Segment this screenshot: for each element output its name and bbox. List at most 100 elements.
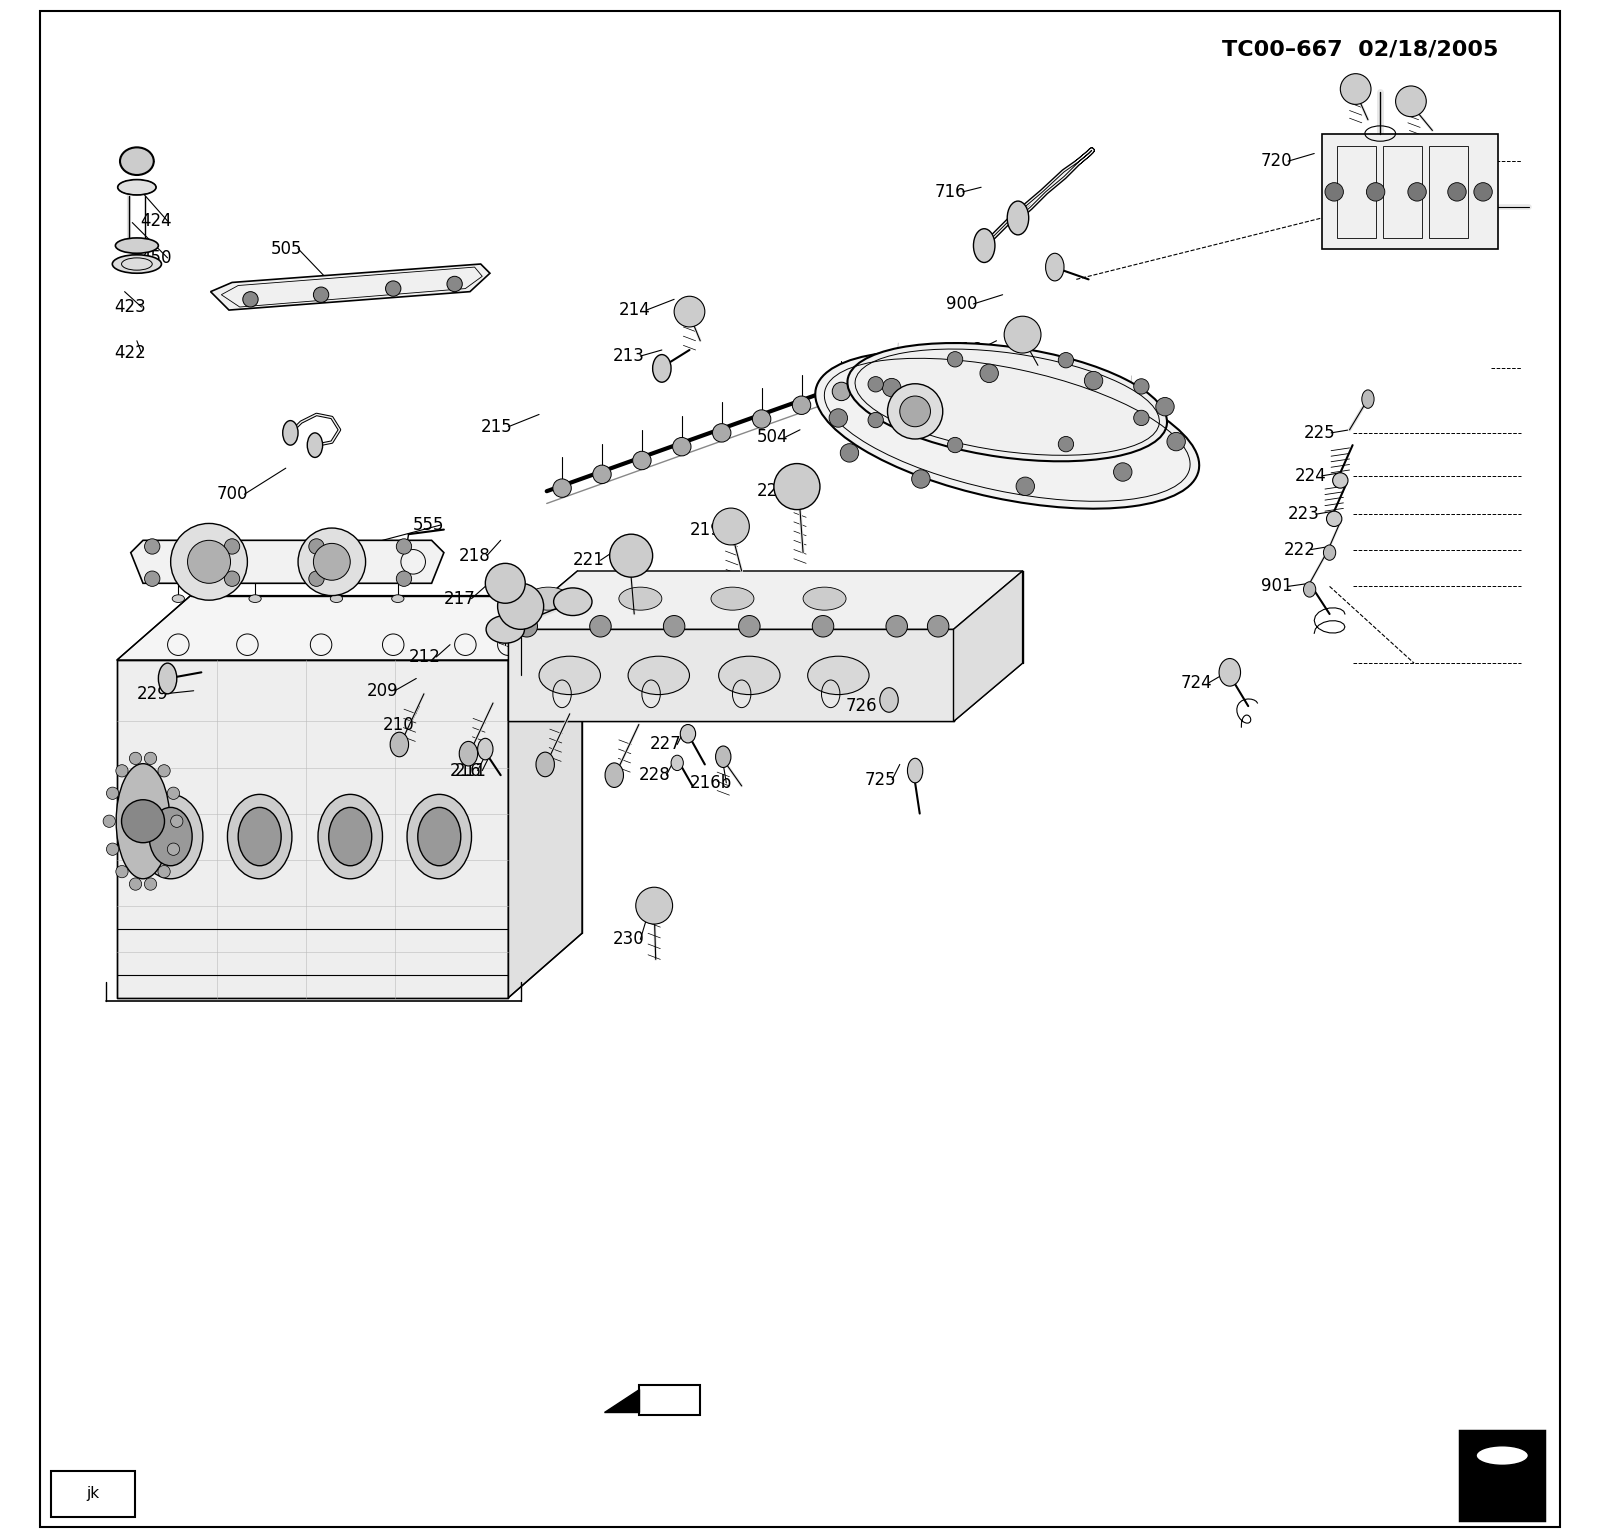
Ellipse shape: [1362, 390, 1374, 408]
Ellipse shape: [680, 725, 696, 743]
Circle shape: [774, 464, 819, 510]
Ellipse shape: [1008, 201, 1029, 235]
Circle shape: [1085, 371, 1102, 390]
Ellipse shape: [115, 238, 158, 253]
Polygon shape: [211, 264, 490, 310]
Circle shape: [386, 281, 402, 296]
Ellipse shape: [554, 588, 592, 616]
Polygon shape: [954, 571, 1022, 721]
Circle shape: [485, 563, 525, 603]
Text: 700: 700: [216, 485, 248, 503]
Polygon shape: [509, 596, 582, 998]
Circle shape: [171, 523, 248, 600]
Circle shape: [171, 815, 182, 827]
Circle shape: [446, 276, 462, 292]
Ellipse shape: [328, 807, 371, 866]
Circle shape: [712, 424, 731, 442]
Ellipse shape: [307, 433, 323, 457]
Ellipse shape: [250, 594, 261, 602]
Ellipse shape: [629, 655, 690, 694]
Circle shape: [168, 787, 179, 800]
Text: 218: 218: [459, 546, 491, 565]
Polygon shape: [131, 540, 443, 583]
Ellipse shape: [539, 655, 600, 694]
Ellipse shape: [1304, 582, 1315, 597]
Circle shape: [187, 540, 230, 583]
Ellipse shape: [390, 732, 408, 757]
Text: 505: 505: [270, 239, 302, 258]
Circle shape: [610, 534, 653, 577]
Bar: [638, 1385, 701, 1415]
Text: 505b: 505b: [869, 387, 910, 405]
Circle shape: [590, 616, 611, 637]
Circle shape: [832, 382, 851, 401]
Circle shape: [947, 437, 963, 453]
Circle shape: [888, 384, 942, 439]
Circle shape: [912, 470, 930, 488]
Text: 219: 219: [690, 520, 722, 539]
Ellipse shape: [120, 147, 154, 175]
Text: 225: 225: [1304, 424, 1336, 442]
Polygon shape: [603, 1389, 638, 1412]
Circle shape: [107, 843, 118, 855]
Ellipse shape: [478, 738, 493, 760]
Text: 504: 504: [757, 428, 789, 447]
Circle shape: [397, 571, 411, 586]
Ellipse shape: [803, 586, 846, 609]
Circle shape: [309, 571, 325, 586]
Circle shape: [1134, 379, 1149, 394]
Ellipse shape: [816, 352, 1198, 508]
Circle shape: [1005, 316, 1042, 353]
Circle shape: [1366, 183, 1386, 201]
Polygon shape: [117, 660, 509, 998]
Text: 726: 726: [846, 697, 878, 715]
Text: 229: 229: [138, 685, 168, 703]
Ellipse shape: [848, 342, 1166, 462]
Ellipse shape: [973, 229, 995, 262]
Bar: [1429, 146, 1467, 238]
Text: 725: 725: [864, 771, 896, 789]
Circle shape: [1155, 398, 1174, 416]
Ellipse shape: [283, 421, 298, 445]
Text: 215: 215: [480, 418, 512, 436]
Circle shape: [672, 437, 691, 456]
Ellipse shape: [227, 795, 291, 878]
Circle shape: [554, 479, 571, 497]
Text: 211: 211: [454, 761, 486, 780]
Text: 212: 212: [408, 648, 440, 666]
Circle shape: [1114, 462, 1131, 480]
Circle shape: [712, 508, 749, 545]
Ellipse shape: [1046, 253, 1064, 281]
Circle shape: [739, 616, 760, 637]
Circle shape: [979, 364, 998, 382]
Text: 224: 224: [1294, 467, 1326, 485]
Ellipse shape: [1477, 1446, 1528, 1466]
Ellipse shape: [486, 616, 525, 643]
Ellipse shape: [158, 663, 176, 694]
Text: 227: 227: [650, 735, 682, 754]
Circle shape: [1474, 183, 1493, 201]
Circle shape: [869, 376, 883, 391]
Circle shape: [158, 866, 170, 878]
Circle shape: [1395, 86, 1426, 117]
Ellipse shape: [653, 355, 670, 382]
Circle shape: [314, 543, 350, 580]
Circle shape: [115, 866, 128, 878]
Text: 214: 214: [619, 301, 651, 319]
Polygon shape: [509, 629, 954, 721]
Bar: [1384, 146, 1422, 238]
Text: 221: 221: [573, 551, 605, 569]
Text: 555: 555: [413, 516, 445, 534]
Text: 900: 900: [946, 295, 978, 313]
Ellipse shape: [1326, 511, 1342, 527]
Circle shape: [224, 571, 240, 586]
Circle shape: [840, 444, 859, 462]
Circle shape: [1341, 74, 1371, 104]
Circle shape: [158, 764, 170, 777]
Text: gm: gm: [1491, 1475, 1514, 1489]
Ellipse shape: [605, 763, 624, 787]
Circle shape: [592, 465, 611, 484]
Circle shape: [397, 539, 411, 554]
Text: 230: 230: [613, 930, 645, 949]
Ellipse shape: [418, 807, 461, 866]
